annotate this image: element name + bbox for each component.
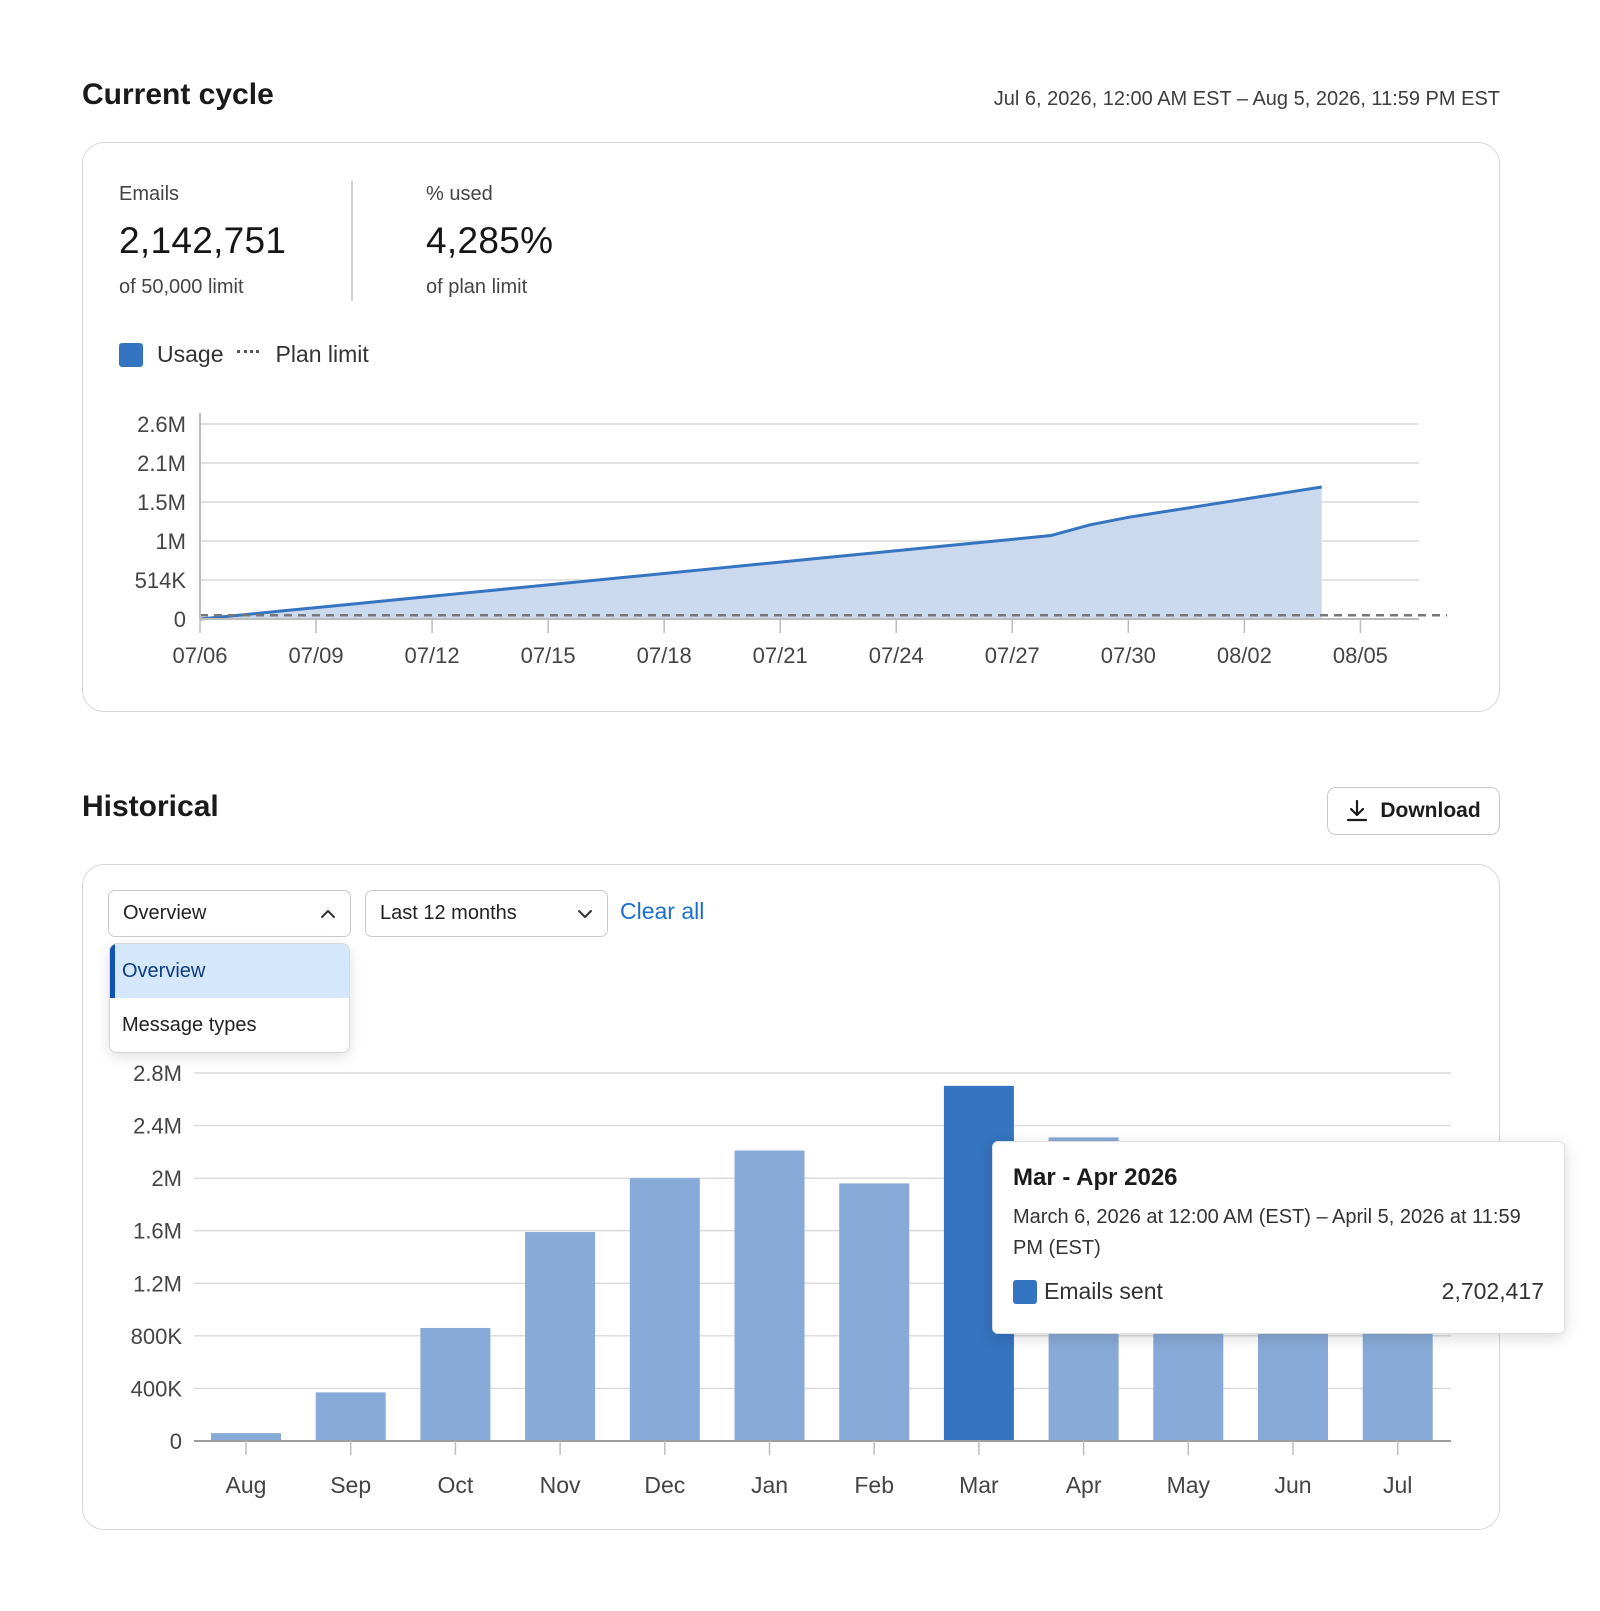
clear-all-link[interactable]: Clear all: [620, 898, 705, 924]
x-tick-label: Nov: [540, 1472, 581, 1498]
chevron-up-icon: [321, 909, 335, 918]
current-cycle-title: Current cycle: [82, 78, 274, 111]
emails-stat-label: Emails: [119, 183, 180, 205]
view-select-menu: Overview Message types: [109, 943, 350, 1053]
plan-limit-dash-icon: [237, 350, 260, 353]
view-select-value: Overview: [123, 902, 207, 924]
bar: [315, 1392, 386, 1441]
y-tick-label: 800K: [131, 1324, 183, 1349]
y-tick-label: 400K: [131, 1376, 183, 1401]
y-tick-label: 514K: [135, 568, 187, 593]
tooltip-series-row: Emails sent 2,702,417: [1013, 1278, 1544, 1305]
bar: [525, 1232, 596, 1441]
period-select-value: Last 12 months: [380, 902, 517, 924]
historical-bar-chart: 0 400K 800K 1.2M 1.6M 2M 2.4M 2.8M Aug Sep Oct Nov D…: [131, 1061, 1451, 1498]
bar: [734, 1150, 805, 1441]
x-tick-label: Aug: [226, 1472, 267, 1498]
cycle-date-range: Jul 6, 2026, 12:00 AM EST – Aug 5, 2026,…: [993, 88, 1500, 110]
bar: [420, 1327, 491, 1441]
y-tick-label: 0: [174, 607, 186, 632]
percent-used-stat: % used 4,285% of plan limit: [426, 183, 553, 299]
x-tick-label: Sep: [330, 1472, 371, 1498]
bar-tooltip: Mar - Apr 2026 March 6, 2026 at 12:00 AM…: [992, 1141, 1565, 1334]
x-tick-label: 07/18: [637, 643, 692, 668]
x-tick-label: 07/27: [985, 643, 1040, 668]
menu-item-message-types[interactable]: Message types: [122, 1013, 257, 1036]
x-tick-label: May: [1167, 1472, 1211, 1498]
tooltip-range: March 6, 2026 at 12:00 AM (EST) – April …: [1013, 1206, 1521, 1259]
x-tick-label: 07/24: [869, 643, 924, 668]
x-tick-label: Mar: [959, 1472, 999, 1498]
period-select[interactable]: Last 12 months: [365, 890, 608, 937]
x-tick-label: 07/21: [753, 643, 808, 668]
download-button[interactable]: Download: [1327, 787, 1500, 835]
usage-area: [200, 486, 1322, 619]
emails-stat-sub: of 50,000 limit: [119, 276, 244, 298]
x-tick-label: Jul: [1383, 1472, 1412, 1498]
download-icon: [1347, 799, 1368, 822]
bar: [629, 1178, 700, 1441]
y-tick-label: 0: [170, 1429, 182, 1454]
x-tick-label: 08/05: [1333, 643, 1388, 668]
x-tick-label: Jan: [751, 1472, 788, 1498]
x-tick-label: 07/30: [1101, 643, 1156, 668]
percent-used-label: % used: [426, 183, 493, 205]
usage-legend: Usage Plan limit: [119, 341, 369, 368]
emails-stat: Emails 2,142,751 of 50,000 limit: [119, 183, 286, 299]
y-tick-label: 1.2M: [133, 1271, 182, 1296]
y-tick-label: 2M: [151, 1166, 182, 1191]
historical-title: Historical: [82, 790, 219, 823]
x-tick-label: 07/15: [521, 643, 576, 668]
y-tick-label: 1.6M: [133, 1219, 182, 1244]
download-label: Download: [1380, 799, 1481, 822]
x-tick-label: Oct: [438, 1472, 474, 1498]
usage-swatch: [119, 342, 143, 367]
x-tick-label: Apr: [1066, 1472, 1102, 1498]
bar: [839, 1183, 910, 1441]
y-tick-label: 2.4M: [133, 1114, 182, 1139]
bar: [211, 1433, 281, 1441]
usage-line: [199, 485, 1322, 621]
stat-divider: [351, 181, 353, 301]
x-tick-label: 07/06: [172, 643, 227, 668]
tooltip-value: 2,702,417: [1441, 1278, 1544, 1304]
x-tick-label: 07/09: [289, 643, 344, 668]
percent-used-sub: of plan limit: [426, 276, 528, 298]
emails-stat-value: 2,142,751: [119, 220, 287, 261]
tooltip-title: Mar - Apr 2026: [1013, 1164, 1178, 1191]
x-tick-label: 07/12: [405, 643, 460, 668]
usage-area-chart: 0 514K 1M 1.5M 2.1M 2.6M 07/06 07/09 07/12 07/15 0…: [135, 412, 1447, 668]
legend-usage-label: Usage: [157, 341, 224, 367]
menu-item-overview[interactable]: Overview: [110, 944, 349, 998]
y-tick-label: 2.6M: [137, 412, 186, 437]
y-tick-label: 1.5M: [137, 490, 186, 515]
legend-plan-limit-label: Plan limit: [275, 341, 369, 367]
y-tick-label: 2.8M: [133, 1061, 182, 1086]
x-tick-label: Jun: [1274, 1472, 1311, 1498]
y-tick-label: 2.1M: [137, 451, 186, 476]
percent-used-value: 4,285%: [426, 220, 554, 261]
view-select[interactable]: Overview: [108, 890, 351, 937]
chevron-down-icon: [578, 909, 592, 918]
x-tick-label: 08/02: [1217, 643, 1272, 668]
y-tick-label: 1M: [155, 529, 186, 554]
x-tick-label: Feb: [854, 1472, 894, 1498]
current-cycle-card: Emails 2,142,751 of 50,000 limit % used …: [82, 142, 1500, 712]
tooltip-swatch: [1013, 1279, 1037, 1304]
tooltip-series-label: Emails sent: [1044, 1278, 1163, 1304]
x-tick-label: Dec: [644, 1472, 685, 1498]
